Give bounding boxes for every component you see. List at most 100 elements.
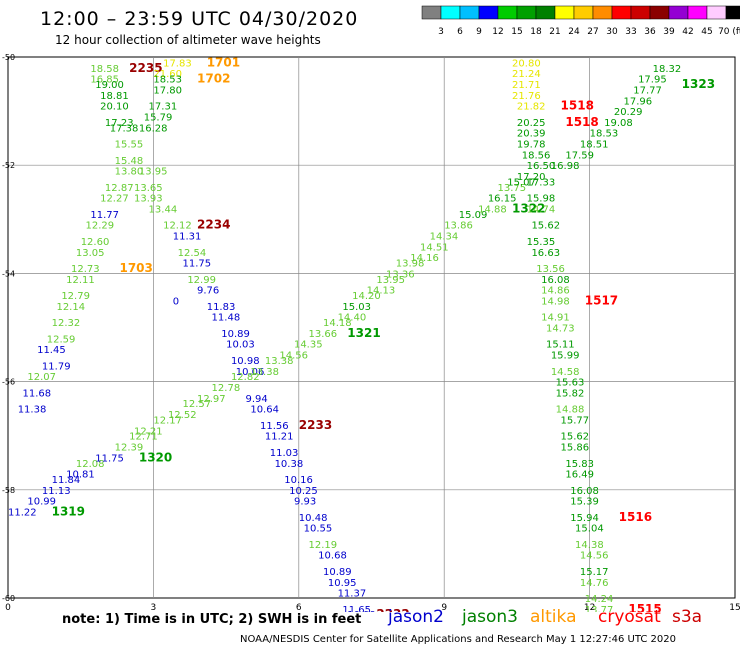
swh-value-label: 15.04 [575,524,604,535]
y-tick-label: -54 [2,269,15,278]
swh-value-label: 16.28 [139,123,168,134]
swh-value-label: 15.79 [144,113,173,124]
swh-value-label: 14.76 [580,578,609,589]
swh-value-label: 14.91 [541,313,570,324]
map-plot: 0 3 6 9 12 15-50-52-54-56-58-60170117.8322351… [2,53,740,612]
track-time-label: 2233 [299,418,332,432]
swh-value-label: 12.54 [178,248,207,259]
swh-value-label: 13.77 [585,605,614,612]
swh-value-label: 14.24 [585,594,614,605]
swh-value-label: 13.93 [134,194,163,205]
swh-value-label: 18.32 [653,64,682,75]
x-tick-label: 9 [441,603,447,612]
swh-value-label: 16.49 [565,470,594,481]
swh-value-label: 10.95 [328,578,357,589]
swh-value-label: 11.65 [342,605,371,612]
swh-value-label: 10.64 [250,405,279,416]
colorbar-label: 9 [476,27,482,37]
swh-value-label: 15.94 [570,513,599,524]
swh-value-label: 13.36 [386,269,415,280]
swh-value-label: 13.66 [308,329,337,340]
track-time-label: 1517 [585,293,618,307]
swh-value-label: 15.99 [551,351,580,362]
swh-value-label: 14.58 [551,367,580,378]
colorbar-label: 42 [682,27,693,37]
swh-value-label: 14.35 [294,340,323,351]
plot-frame [7,56,736,599]
swh-value-label: 11.37 [338,589,367,600]
legend-jason2: jason2 [388,607,444,627]
swh-value-label: 12.57 [182,399,211,410]
swh-value-label: 19.08 [604,118,633,129]
track-time-label: 1703 [119,261,152,275]
swh-value-label: 13.86 [444,221,473,232]
swh-value-label: 14.98 [541,296,570,307]
colorbar-label: 18 [530,27,542,37]
note-text: note: 1) Time is in UTC; 2) SWH is in fe… [62,612,362,627]
swh-value-label: 20.80 [512,58,541,69]
swh-value-label: 12.19 [308,540,337,551]
swh-value-label: 12.39 [115,443,144,454]
swh-value-label: 15.09 [459,210,488,221]
y-tick-label: -60 [2,594,15,603]
swh-value-label: 10.25 [289,486,318,497]
swh-value-label: 12.52 [168,410,197,421]
swh-value-label: 11.83 [207,302,236,313]
swh-value-label: 15.48 [115,156,144,167]
swh-value-label: 12.17 [153,415,182,426]
x-tick-label: 3 [151,603,157,612]
swh-value-label: 12.21 [134,426,163,437]
x-tick-label: 12 [584,603,595,612]
swh-value-label: 21.71 [512,80,541,91]
swh-value-label: 21.76 [512,91,541,102]
swh-value-label: 20.25 [517,118,546,129]
legend-jason3: jason3 [462,607,518,627]
swh-value-label: 9.76 [197,286,219,297]
swh-value-label: 10.89 [221,329,250,340]
swh-value-label: 10.99 [347,610,376,612]
swh-value-label: 11.84 [52,475,81,486]
swh-value-label: 11.68 [23,388,52,399]
swh-value-label: 16.50 [527,161,556,172]
swh-value-label: 13.38 [265,356,294,367]
swh-value-label: 11.77 [90,210,119,221]
colorbar-label: 36 [644,27,656,37]
swh-value-label: 11.75 [95,453,124,464]
colorbar-label: 3 [438,27,444,37]
track-time-label: 1515 [628,602,661,612]
swh-value-label: 10.99 [27,497,56,508]
swh-value-label: 12.07 [27,372,56,383]
swh-value-label: 12.71 [129,432,158,443]
y-tick-label: -58 [2,486,15,495]
swh-value-label: 10.03 [226,340,255,351]
track-time-label: 1701 [207,55,240,69]
swh-value-label: 9.93 [294,497,316,508]
swh-value-label: 17.33 [527,177,556,188]
track-time-label: 1323 [682,77,715,91]
swh-value-label: 12.14 [56,302,85,313]
swh-value-label: 11.03 [270,448,299,459]
swh-value-label: 14.38 [575,540,604,551]
swh-value-label: 15.62 [561,432,590,443]
swh-value-label: 10.48 [299,513,328,524]
swh-value-label: 11.31 [173,232,202,243]
swh-value-label: 12.59 [47,334,76,345]
swh-value-label: 12.82 [231,372,260,383]
swh-value-label: 12.78 [212,383,241,394]
swh-value-label: 10.16 [284,475,313,486]
swh-value-label: 11.48 [212,313,241,324]
swh-value-label: 13.75 [498,183,527,194]
swh-value-label: 15.17 [580,567,609,578]
swh-value-label: 15.82 [556,388,585,399]
colorbar-label: 6 [457,27,463,37]
swh-value-label: 10.55 [304,524,333,535]
swh-value-label: 13.38 [250,367,279,378]
swh-value-label: 0 [173,296,179,307]
swh-value-label: 10.06 [236,367,265,378]
colorbar-label: 15 [511,27,522,37]
colorbar-label: 39 [663,27,675,37]
swh-value-label: 18.53 [590,129,619,140]
track-time-label: 1516 [619,510,652,524]
x-tick-label: 15 [729,603,740,612]
